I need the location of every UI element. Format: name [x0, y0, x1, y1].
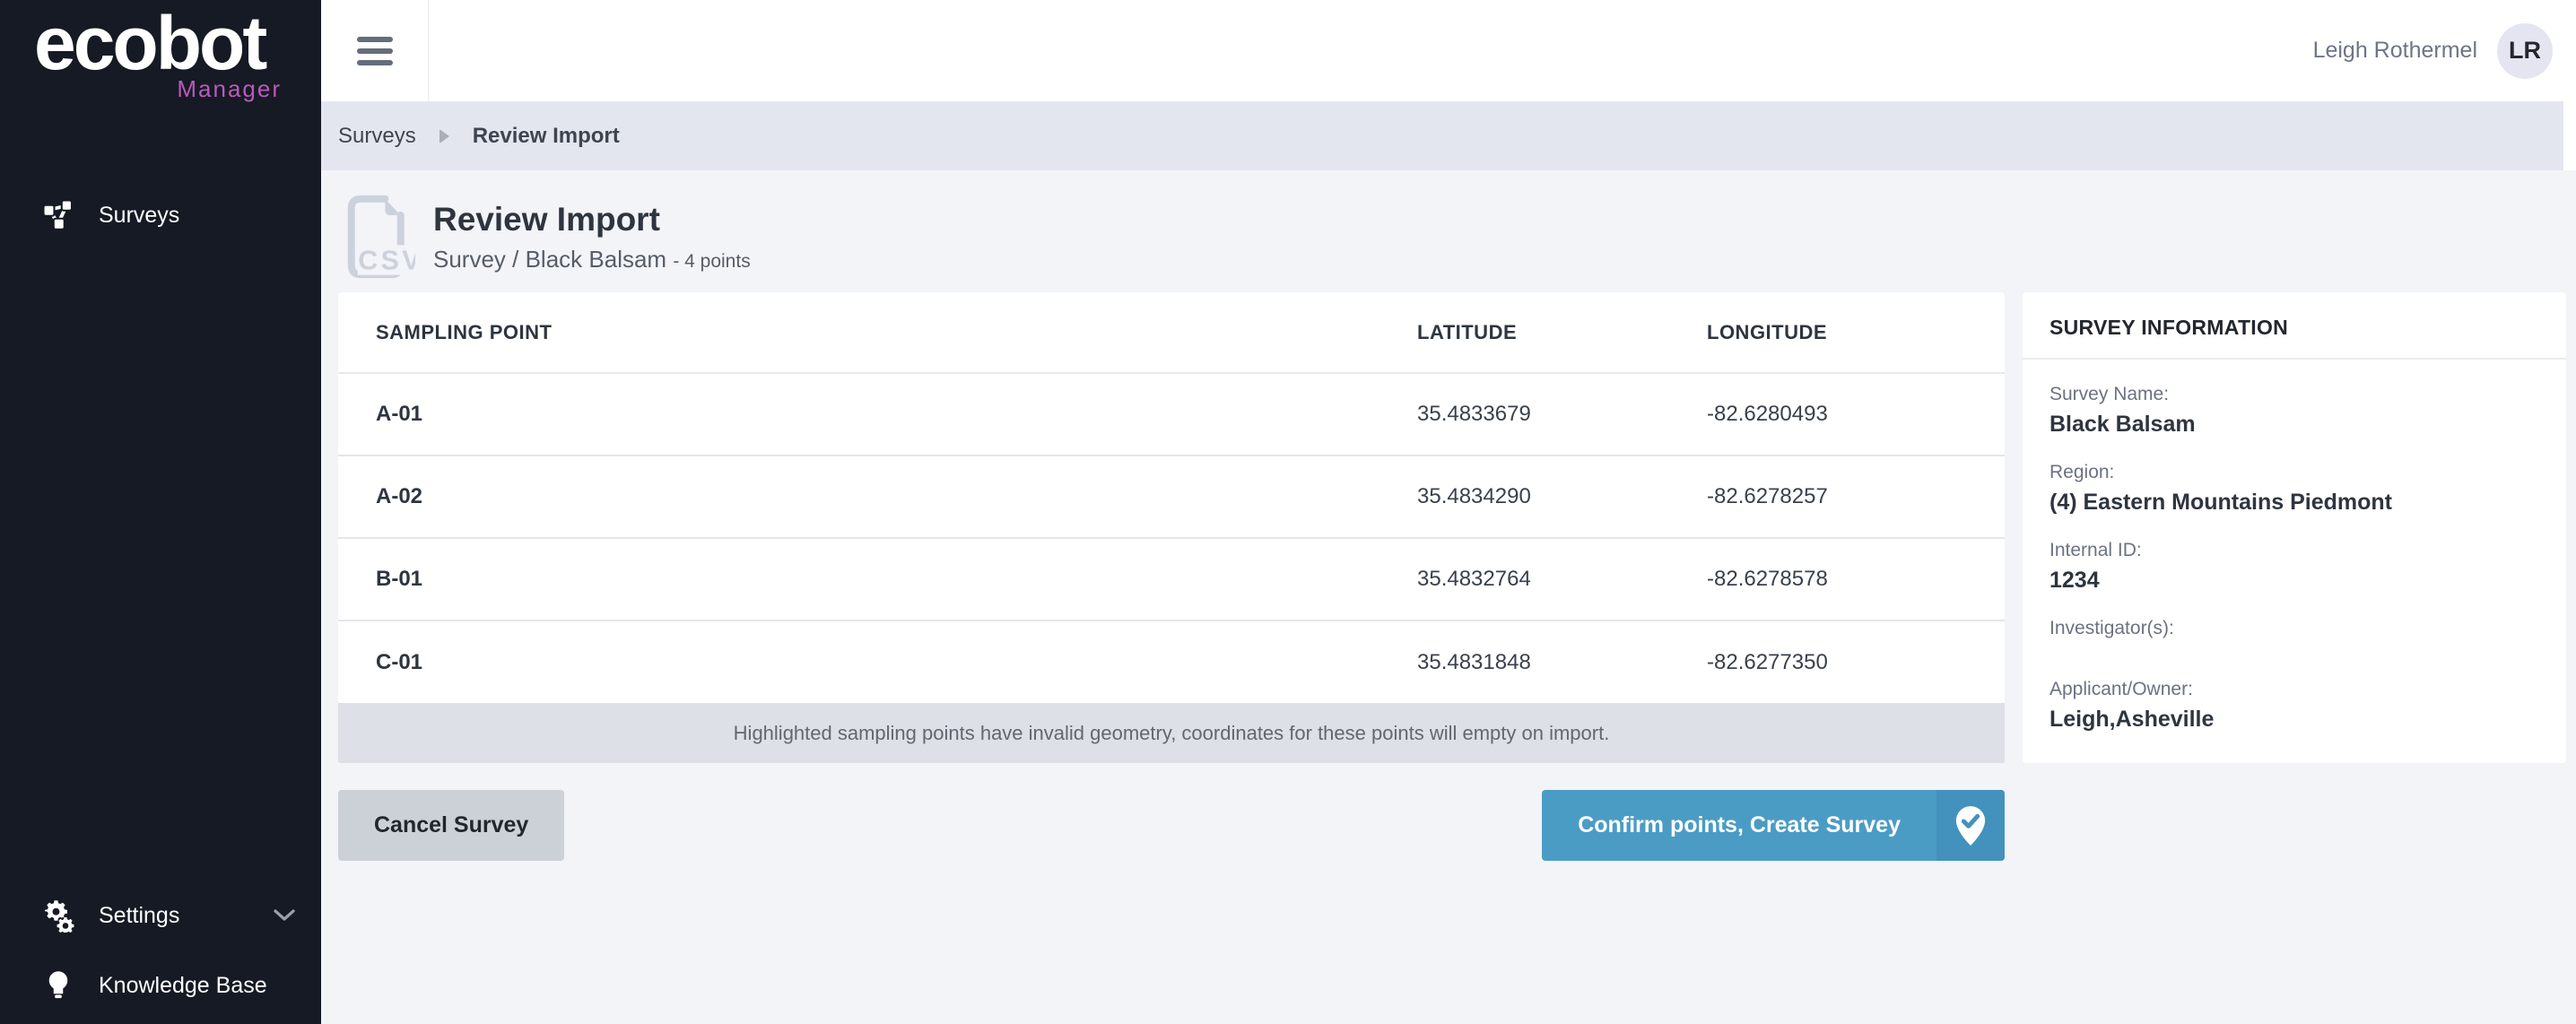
- longitude-value: -82.6280493: [1707, 373, 2005, 456]
- latitude-value: 35.4832764: [1417, 538, 1707, 621]
- body-row: SAMPLING POINT LATITUDE LONGITUDE A-01 3…: [338, 292, 2576, 861]
- info-field-internal-id: Internal ID: 1234: [2023, 540, 2566, 594]
- table-header-row: SAMPLING POINT LATITUDE LONGITUDE: [338, 292, 2005, 374]
- latitude-value: 35.4834290: [1417, 456, 1707, 539]
- sidebar-item-settings[interactable]: Settings: [0, 881, 321, 950]
- main-column: Leigh Rothermel LR Surveys Review Import…: [321, 0, 2576, 1024]
- confirm-create-survey-button[interactable]: Confirm points, Create Survey: [1542, 790, 2005, 861]
- table-row[interactable]: B-01 35.4832764 -82.6278578: [338, 538, 2005, 621]
- sampling-point-name: A-02: [338, 456, 1417, 539]
- user-name: Leigh Rothermel: [2312, 38, 2477, 63]
- page-title-block: CSV Review Import Survey / Black Balsam …: [338, 194, 2576, 280]
- surveys-nodes-icon: [41, 198, 75, 232]
- page-title: Review Import: [433, 201, 660, 239]
- field-value: [2049, 646, 2539, 655]
- chevron-down-icon: [273, 903, 296, 929]
- gears-icon: [41, 898, 75, 933]
- table-row[interactable]: A-02 35.4834290 -82.6278257: [338, 456, 2005, 539]
- svg-text:CSV: CSV: [358, 245, 415, 275]
- survey-information-panel: SURVEY INFORMATION Survey Name: Black Ba…: [2023, 292, 2566, 763]
- brand-logo-subtitle: Manager: [177, 75, 282, 102]
- column-header-sampling-point: SAMPLING POINT: [338, 292, 1417, 374]
- breadcrumb-chevron-icon: [439, 128, 449, 143]
- field-value: 1234: [2049, 568, 2100, 593]
- table-row[interactable]: A-01 35.4833679 -82.6280493: [338, 373, 2005, 456]
- invalid-geometry-note: Highlighted sampling points have invalid…: [338, 703, 2005, 763]
- lightbulb-icon: [41, 968, 75, 1002]
- sidebar: ecobot Manager Surveys: [0, 0, 321, 1024]
- longitude-value: -82.6278578: [1707, 538, 2005, 621]
- sampling-points-table-card: SAMPLING POINT LATITUDE LONGITUDE A-01 3…: [338, 292, 2005, 763]
- sampling-point-name: C-01: [376, 649, 423, 674]
- longitude-value: -82.6277350: [1707, 649, 1828, 674]
- sidebar-bottom-section: Settings Knowledge Base: [0, 881, 321, 1020]
- field-label: Applicant/Owner:: [2049, 679, 2193, 699]
- brand-logo: ecobot Manager: [0, 0, 321, 103]
- hamburger-icon: [356, 59, 393, 65]
- sampling-point-name: B-01: [338, 538, 1417, 621]
- breadcrumb-item-surveys[interactable]: Surveys: [338, 123, 416, 148]
- sampling-point-name: A-01: [338, 373, 1417, 456]
- info-field-investigators: Investigator(s):: [2023, 618, 2566, 655]
- field-label: Investigator(s):: [2049, 618, 2174, 638]
- hamburger-menu-button[interactable]: [321, 0, 429, 101]
- actions-row: Cancel Survey Confirm points, Create Sur…: [338, 790, 2005, 861]
- sampling-points-table: SAMPLING POINT LATITUDE LONGITUDE A-01 3…: [338, 292, 2005, 703]
- page-title-text: Review Import Survey / Black Balsam - 4 …: [433, 200, 751, 273]
- map-pin-check-icon: [1936, 790, 2005, 861]
- user-menu[interactable]: Leigh Rothermel LR: [2312, 22, 2576, 79]
- field-label: Internal ID:: [2049, 540, 2142, 560]
- import-review-column: SAMPLING POINT LATITUDE LONGITUDE A-01 3…: [338, 292, 2005, 861]
- sidebar-item-surveys[interactable]: Surveys: [0, 180, 321, 250]
- longitude-value: -82.6278257: [1707, 456, 2005, 539]
- survey-information-title: SURVEY INFORMATION: [2023, 292, 2566, 360]
- field-label: Region:: [2049, 462, 2115, 482]
- page-subtitle: Survey / Black Balsam - 4 points: [433, 246, 751, 273]
- page-subtitle-main: Survey / Black Balsam: [433, 245, 674, 273]
- info-field-survey-name: Survey Name: Black Balsam: [2023, 384, 2566, 438]
- info-field-region: Region: (4) Eastern Mountains Piedmont: [2023, 462, 2566, 516]
- column-header-longitude: LONGITUDE: [1707, 292, 2005, 374]
- top-header: Leigh Rothermel LR: [321, 0, 2576, 101]
- cancel-survey-button[interactable]: Cancel Survey: [338, 790, 565, 861]
- field-value: Black Balsam: [2049, 412, 2196, 437]
- field-label: Survey Name:: [2049, 384, 2170, 404]
- column-header-latitude: LATITUDE: [1417, 292, 1707, 374]
- field-value: (4) Eastern Mountains Piedmont: [2049, 490, 2392, 515]
- sidebar-item-knowledge-base[interactable]: Knowledge Base: [0, 950, 321, 1020]
- sidebar-item-label: Surveys: [99, 202, 180, 228]
- hamburger-icon: [356, 48, 393, 54]
- breadcrumb: Surveys Review Import: [321, 101, 2576, 170]
- sidebar-item-label: Settings: [99, 902, 180, 928]
- page-subtitle-points: - 4 points: [673, 250, 751, 272]
- hamburger-icon: [356, 36, 393, 42]
- table-row[interactable]: C-01 35.4831848 -82.6277350: [338, 620, 2005, 703]
- field-value: Leigh,Asheville: [2049, 707, 2215, 732]
- info-field-applicant-owner: Applicant/Owner: Leigh,Asheville: [2023, 679, 2566, 733]
- content-area: CSV Review Import Survey / Black Balsam …: [321, 170, 2576, 1024]
- avatar[interactable]: LR: [2497, 22, 2553, 79]
- confirm-button-label: Confirm points, Create Survey: [1578, 812, 1901, 837]
- csv-file-icon: CSV: [338, 194, 421, 280]
- sidebar-item-label: Knowledge Base: [99, 972, 267, 998]
- breadcrumb-item-review-import: Review Import: [472, 123, 620, 148]
- latitude-value: 35.4831848: [1417, 649, 1531, 674]
- brand-logo-text: ecobot: [34, 1, 267, 85]
- latitude-value: 35.4833679: [1417, 373, 1707, 456]
